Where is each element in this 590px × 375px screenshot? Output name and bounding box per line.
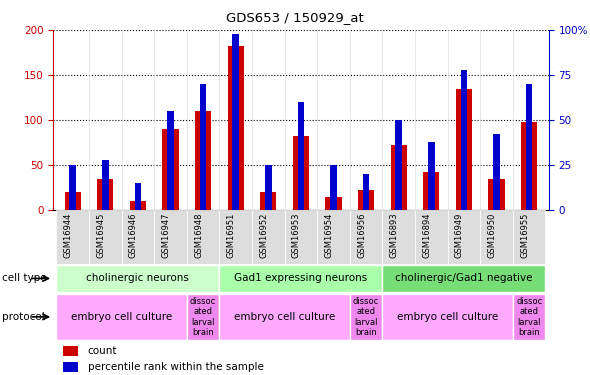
Bar — [167, 111, 173, 210]
Bar — [358, 190, 374, 210]
FancyBboxPatch shape — [415, 210, 448, 264]
Text: GSM16956: GSM16956 — [357, 213, 366, 258]
FancyBboxPatch shape — [448, 210, 480, 264]
Text: cell type: cell type — [2, 273, 47, 284]
Bar — [64, 192, 81, 210]
Bar — [102, 160, 109, 210]
Text: GSM16893: GSM16893 — [390, 213, 399, 258]
FancyBboxPatch shape — [350, 294, 382, 340]
Text: dissoc
ated
larval
brain: dissoc ated larval brain — [516, 297, 542, 337]
Bar — [260, 192, 277, 210]
Text: GSM16953: GSM16953 — [292, 213, 301, 258]
Bar — [130, 201, 146, 210]
Bar — [428, 142, 435, 210]
Text: protocol: protocol — [2, 312, 44, 322]
Text: GSM16947: GSM16947 — [162, 213, 171, 258]
FancyBboxPatch shape — [57, 210, 89, 264]
FancyBboxPatch shape — [252, 210, 284, 264]
Bar — [297, 102, 304, 210]
Text: GSM16949: GSM16949 — [455, 213, 464, 258]
Text: percentile rank within the sample: percentile rank within the sample — [88, 362, 264, 372]
FancyBboxPatch shape — [513, 294, 545, 340]
Text: GSM16948: GSM16948 — [194, 213, 203, 258]
Text: GSM16894: GSM16894 — [422, 213, 431, 258]
FancyBboxPatch shape — [284, 210, 317, 264]
Text: GSM16951: GSM16951 — [227, 213, 235, 258]
Text: embryo cell culture: embryo cell culture — [234, 312, 335, 322]
FancyBboxPatch shape — [122, 210, 154, 264]
FancyBboxPatch shape — [219, 294, 350, 340]
Bar — [330, 165, 337, 210]
FancyBboxPatch shape — [187, 294, 219, 340]
FancyBboxPatch shape — [57, 265, 219, 292]
Bar — [97, 178, 113, 210]
Text: Gad1 expressing neurons: Gad1 expressing neurons — [234, 273, 368, 284]
Text: count: count — [88, 346, 117, 356]
Text: GSM16945: GSM16945 — [96, 213, 105, 258]
Text: GSM16952: GSM16952 — [259, 213, 268, 258]
Text: cholinergic neurons: cholinergic neurons — [87, 273, 189, 284]
Bar — [232, 34, 239, 210]
FancyBboxPatch shape — [350, 210, 382, 264]
Bar — [200, 84, 206, 210]
Bar — [162, 129, 179, 210]
Bar — [195, 111, 211, 210]
Text: dissoc
ated
larval
brain: dissoc ated larval brain — [190, 297, 216, 337]
Bar — [70, 165, 76, 210]
Bar — [455, 88, 472, 210]
FancyBboxPatch shape — [219, 265, 382, 292]
Bar — [493, 134, 500, 210]
FancyBboxPatch shape — [317, 210, 350, 264]
FancyBboxPatch shape — [382, 210, 415, 264]
Bar — [63, 346, 78, 356]
FancyBboxPatch shape — [513, 210, 545, 264]
Bar — [63, 362, 78, 372]
FancyBboxPatch shape — [219, 210, 252, 264]
Bar — [265, 165, 271, 210]
Bar — [423, 172, 440, 210]
Bar — [293, 136, 309, 210]
Text: embryo cell culture: embryo cell culture — [397, 312, 498, 322]
Text: GSM16954: GSM16954 — [324, 213, 333, 258]
Bar — [325, 196, 342, 210]
Text: GSM16944: GSM16944 — [64, 213, 73, 258]
Text: GSM16950: GSM16950 — [487, 213, 497, 258]
Bar — [395, 120, 402, 210]
Bar — [489, 178, 504, 210]
FancyBboxPatch shape — [382, 265, 545, 292]
FancyBboxPatch shape — [57, 294, 187, 340]
FancyBboxPatch shape — [89, 210, 122, 264]
FancyBboxPatch shape — [187, 210, 219, 264]
Bar — [391, 145, 407, 210]
Bar — [363, 174, 369, 210]
Text: dissoc
ated
larval
brain: dissoc ated larval brain — [353, 297, 379, 337]
Text: embryo cell culture: embryo cell culture — [71, 312, 172, 322]
Bar — [461, 70, 467, 210]
FancyBboxPatch shape — [480, 210, 513, 264]
Bar — [135, 183, 141, 210]
FancyBboxPatch shape — [154, 210, 187, 264]
Bar — [526, 84, 532, 210]
Bar — [521, 122, 537, 210]
Text: GDS653 / 150929_at: GDS653 / 150929_at — [226, 11, 364, 24]
Text: cholinergic/Gad1 negative: cholinergic/Gad1 negative — [395, 273, 533, 284]
Bar — [228, 46, 244, 210]
FancyBboxPatch shape — [382, 294, 513, 340]
Text: GSM16955: GSM16955 — [520, 213, 529, 258]
Text: GSM16946: GSM16946 — [129, 213, 138, 258]
